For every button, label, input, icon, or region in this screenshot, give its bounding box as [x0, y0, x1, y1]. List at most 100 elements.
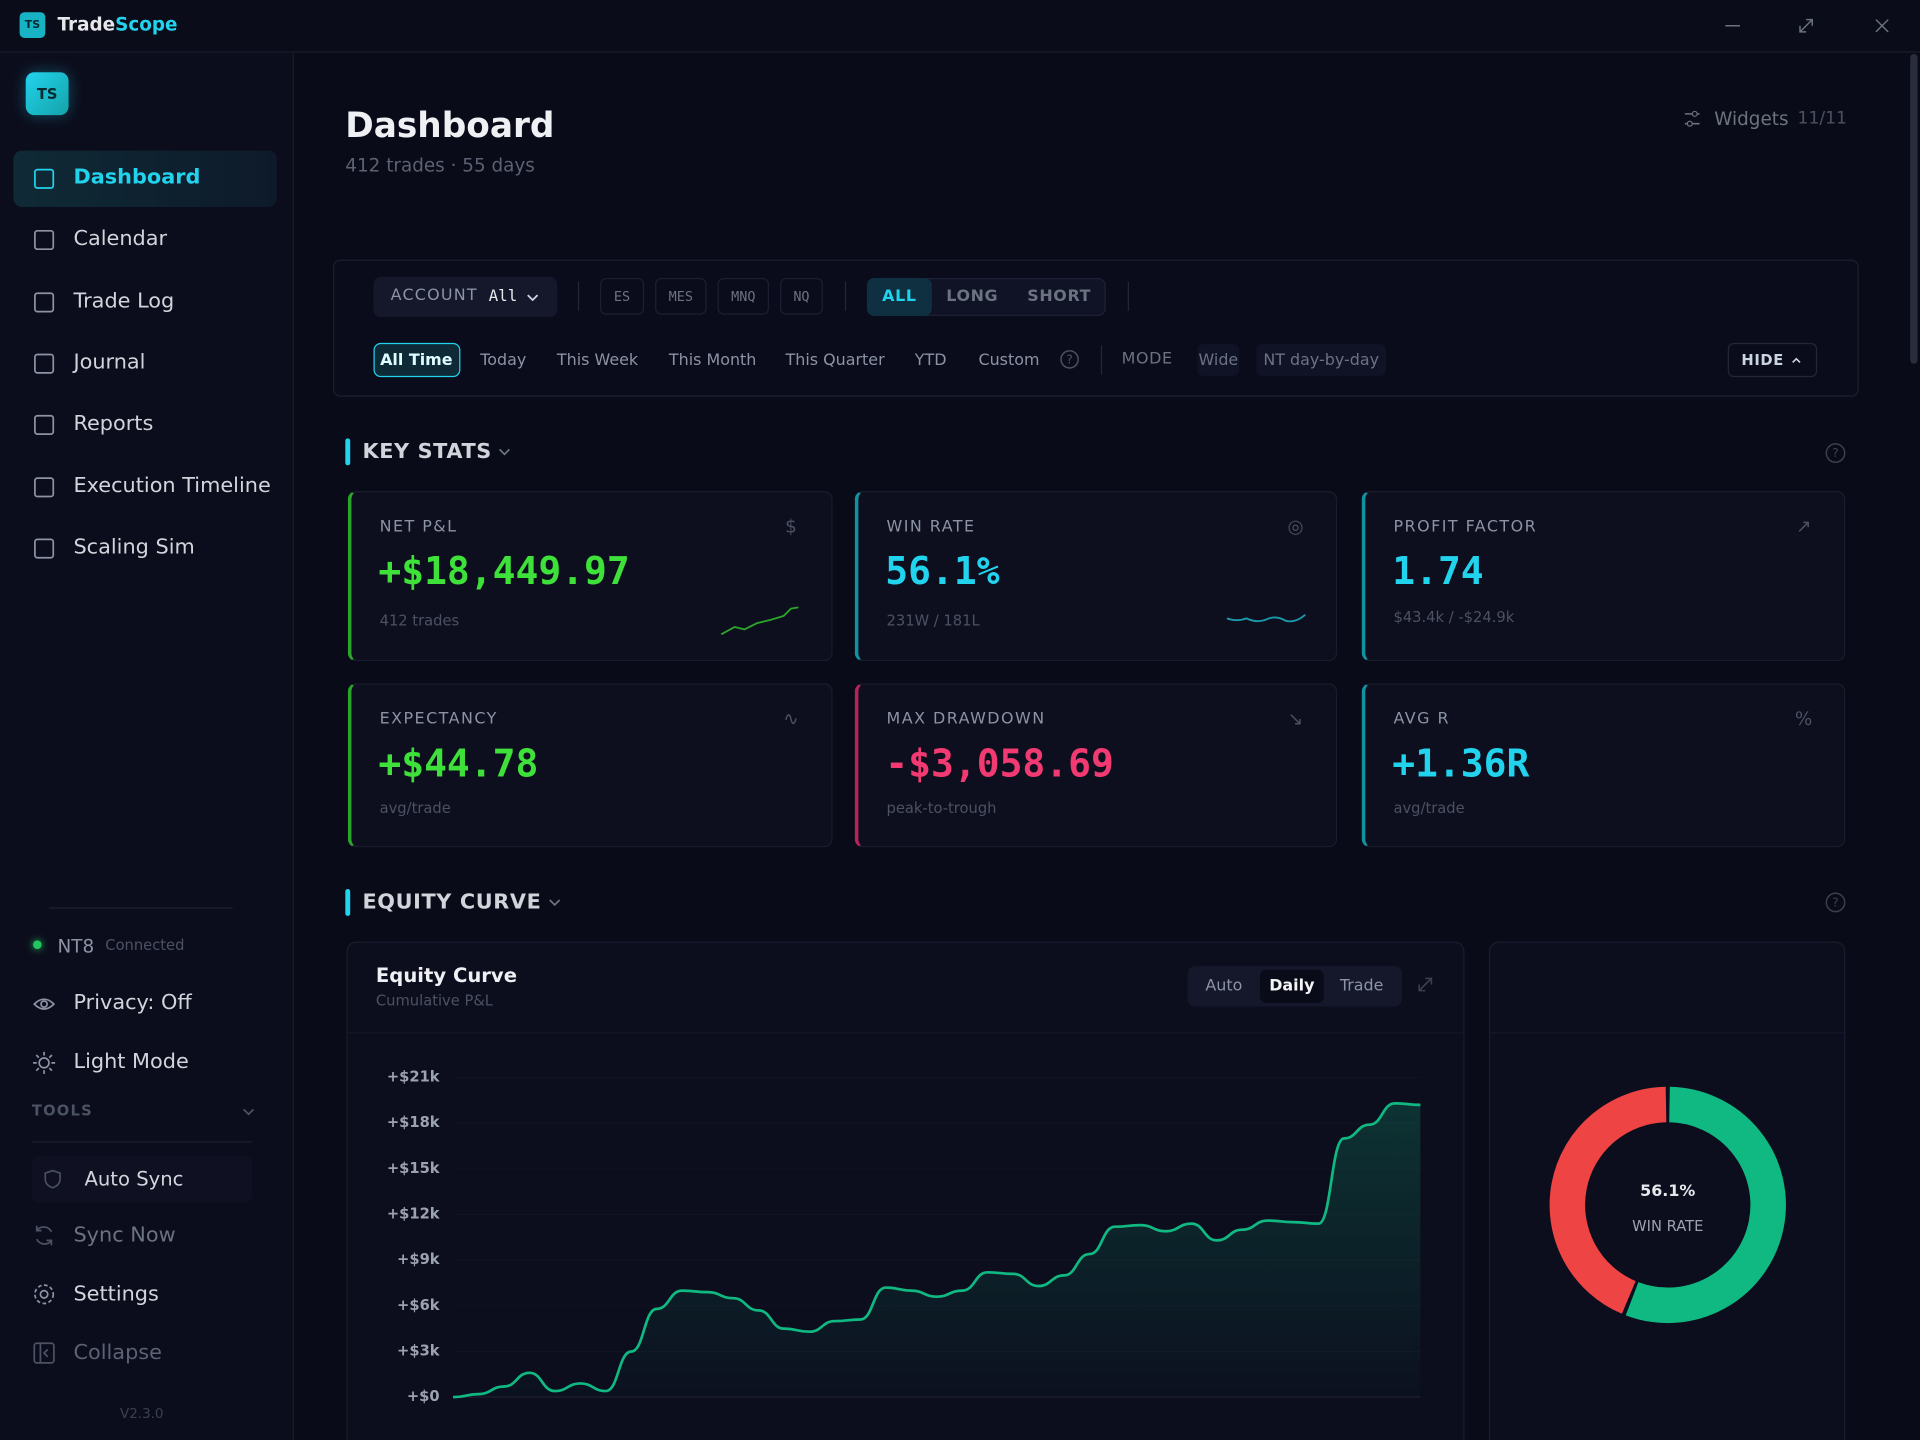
symbol-button[interactable]: MNQ [717, 277, 769, 315]
sync-now[interactable]: Sync Now [73, 1223, 176, 1248]
page-subtitle: 412 trades · 55 days [345, 154, 535, 177]
settings[interactable]: Settings [73, 1282, 159, 1307]
symbol-button[interactable]: MES [655, 277, 707, 315]
card-icon: ↘ [1287, 707, 1304, 730]
symbol-button[interactable]: NQ [780, 277, 823, 315]
collapse-icon [33, 1342, 55, 1364]
section-title: EQUITY CURVE [362, 890, 542, 915]
range-button[interactable]: All Time [380, 350, 453, 370]
help-icon[interactable]: ? [1059, 349, 1080, 370]
expand-icon[interactable] [1416, 975, 1436, 995]
nav-item[interactable]: Trade Log [73, 288, 175, 314]
equity-chart: +$0 +$3k +$6k +$9k +$12k +$15k +$18k +$21k [387, 1068, 1421, 1405]
account-value: All [488, 287, 518, 307]
icon-shape [34, 477, 55, 498]
card-icon: % [1794, 707, 1813, 730]
window-controls[interactable] [1714, 12, 1898, 39]
card-label: NET P&L [379, 517, 458, 537]
section-chevron[interactable] [496, 444, 513, 459]
donut-card [1488, 941, 1846, 1440]
mode-button[interactable]: Wide [1197, 344, 1240, 376]
y-tick-label: +$12k [387, 1205, 441, 1222]
y-tick-label: +$15k [387, 1160, 441, 1177]
donut-segment [1549, 1086, 1667, 1314]
account-label: ACCOUNT [390, 286, 478, 305]
widgets-icon [1684, 110, 1700, 127]
section-help[interactable]: ? [1824, 891, 1846, 913]
icon-shape [34, 353, 55, 374]
nav-item[interactable]: Calendar [73, 226, 168, 252]
widgets-button[interactable]: Widgets [1714, 107, 1789, 130]
scrollbar[interactable] [1910, 53, 1918, 364]
widgets-count: 11/11 [1797, 108, 1847, 129]
icon-shape [34, 229, 55, 251]
nav-item[interactable]: Dashboard [73, 165, 201, 190]
card-value: -$3,058.69 [885, 742, 1114, 787]
nav-item[interactable]: Scaling Sim [73, 535, 195, 560]
mode-label: MODE [1121, 350, 1173, 369]
hide-chevron [1791, 357, 1801, 364]
donut-chart: 56.1% WIN RATE [1549, 1086, 1786, 1324]
brand: TradeScope [58, 13, 178, 35]
section-help[interactable]: ? [1824, 442, 1846, 464]
collapse[interactable]: Collapse [73, 1340, 162, 1366]
account-select[interactable] [373, 276, 558, 318]
range-button[interactable]: Today [480, 350, 527, 370]
tools-chevron[interactable] [240, 1104, 257, 1119]
view-button[interactable]: Daily [1260, 969, 1324, 1003]
y-tick-label: +$0 [407, 1388, 440, 1405]
hide-label: HIDE [1741, 351, 1784, 369]
nav-item[interactable]: Execution Timeline [73, 473, 271, 499]
gear-icon [34, 1284, 55, 1305]
privacy-toggle[interactable]: Privacy: Off [73, 990, 192, 1016]
nav-icon [34, 538, 55, 559]
light-mode-toggle[interactable]: Light Mode [73, 1049, 189, 1074]
nav-item[interactable]: Reports [73, 411, 154, 436]
nav-icon [34, 414, 55, 435]
stat-card [854, 491, 1338, 662]
hide-button[interactable]: HIDE [1727, 342, 1818, 378]
stat-card [1361, 491, 1846, 662]
icon-shape [34, 292, 55, 313]
y-tick-label: +$3k [397, 1342, 441, 1359]
separator [1127, 281, 1129, 312]
view-button[interactable]: Trade [1339, 977, 1384, 996]
auto-sync-box[interactable] [31, 1155, 253, 1203]
icon-shape [34, 538, 55, 559]
donut-segment [1625, 1086, 1786, 1324]
nav-icon [34, 292, 55, 313]
brand-a: Trade [57, 13, 116, 36]
y-tick-label: +$9k [397, 1251, 441, 1268]
side-button[interactable]: ALL [866, 277, 932, 316]
range-button[interactable]: Custom [978, 350, 1040, 370]
divider [48, 907, 233, 909]
app-logo: TS [19, 12, 46, 38]
auto-sync[interactable]: Auto Sync [84, 1166, 184, 1191]
range-button[interactable]: This Month [668, 350, 757, 370]
nav-icon [34, 477, 55, 498]
side-button[interactable]: LONG [946, 287, 999, 307]
separator [577, 281, 580, 312]
side-button[interactable]: SHORT [1027, 287, 1092, 307]
card-icon: $ [785, 515, 797, 538]
separator [844, 281, 847, 312]
donut-center-value: 56.1% [1640, 1181, 1695, 1200]
range-button[interactable]: This Week [556, 350, 639, 370]
mode-button[interactable]: NT day-by-day [1256, 344, 1387, 376]
separator [1100, 345, 1103, 375]
view-button[interactable]: Auto [1205, 977, 1243, 996]
range-button[interactable]: YTD [914, 350, 947, 370]
range-button[interactable]: This Quarter [785, 350, 885, 370]
card-label: EXPECTANCY [379, 710, 498, 729]
symbol-button[interactable]: ES [600, 277, 645, 315]
stat-card [347, 683, 833, 848]
version: V2.3.0 [120, 1405, 164, 1422]
section-chevron[interactable] [546, 895, 563, 910]
stat-card [1361, 683, 1846, 848]
nav-item[interactable]: Journal [73, 350, 146, 375]
card-label: PROFIT FACTOR [1393, 517, 1538, 537]
icon-shape [34, 414, 55, 435]
tools-label: TOOLS [31, 1102, 93, 1120]
svg-text:?: ? [1832, 446, 1839, 460]
